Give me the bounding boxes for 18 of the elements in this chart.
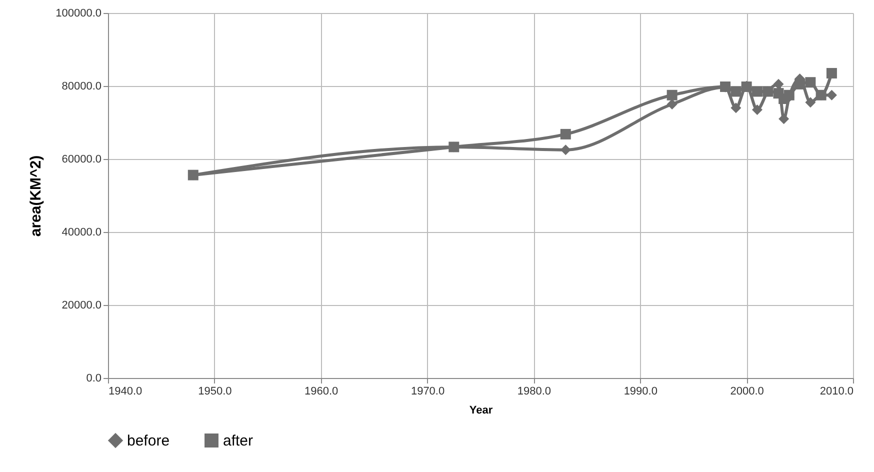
y-tick-label: 40000.0 [62, 226, 102, 238]
x-tick-label: 2010.0 [820, 386, 854, 398]
y-tick-label: 0.0 [86, 372, 102, 384]
x-tick-label: 2000.0 [730, 386, 764, 398]
y-tick-label: 20000.0 [62, 300, 102, 312]
x-tick-label: 1980.0 [517, 386, 552, 398]
x-axis-title: Year [469, 404, 494, 416]
x-tick-label: 1940.0 [108, 386, 142, 398]
x-tick-label: 1950.0 [198, 386, 232, 398]
legend-label: before [127, 432, 170, 450]
y-axis-title: area(KM^2) [28, 155, 45, 237]
y-tick-label: 80000.0 [62, 80, 102, 92]
y-tick-label: 60000.0 [62, 154, 102, 166]
x-tick-label: 1960.0 [304, 386, 338, 398]
legend-label: after [223, 432, 254, 450]
x-tick-label: 1970.0 [410, 386, 445, 398]
x-tick-label: 1990.0 [624, 386, 658, 398]
y-tick-label: 100000.0 [56, 8, 102, 20]
